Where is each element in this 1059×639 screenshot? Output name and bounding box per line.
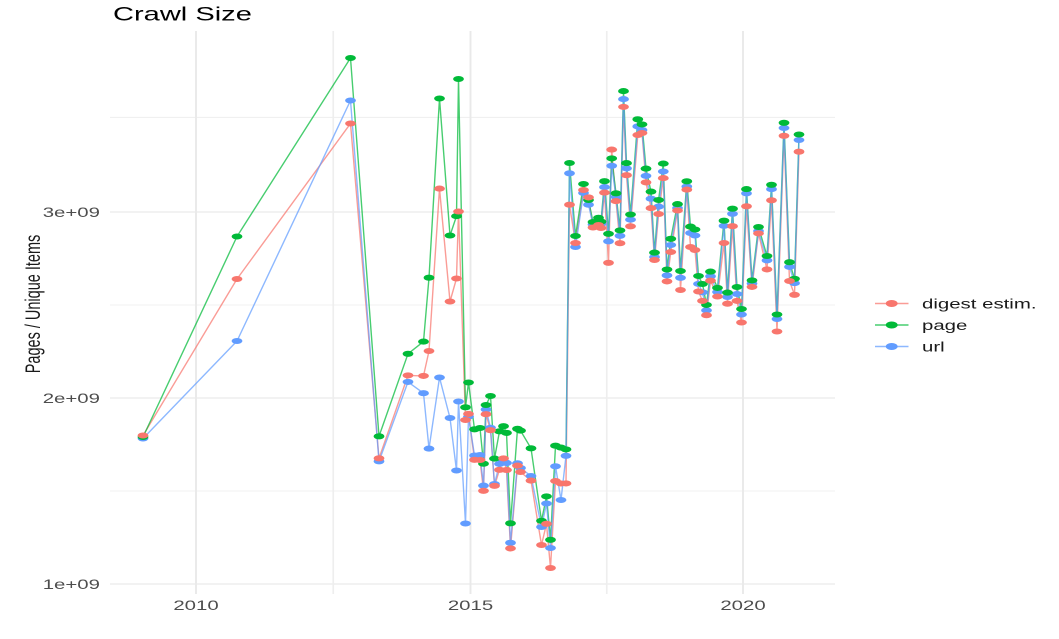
svg-text:2010: 2010 <box>173 597 218 613</box>
svg-text:2015: 2015 <box>448 597 493 613</box>
svg-text:Crawl Size: Crawl Size <box>113 4 252 25</box>
svg-text:digest estim.: digest estim. <box>922 296 1037 312</box>
svg-text:2020: 2020 <box>720 597 765 613</box>
svg-text:2e+09: 2e+09 <box>43 390 100 406</box>
svg-text:page: page <box>922 317 967 333</box>
svg-text:Pages / Unique Items: Pages / Unique Items <box>21 235 44 374</box>
svg-text:3e+09: 3e+09 <box>43 204 100 220</box>
svg-text:1e+09: 1e+09 <box>43 576 100 592</box>
svg-text:url: url <box>922 339 945 355</box>
